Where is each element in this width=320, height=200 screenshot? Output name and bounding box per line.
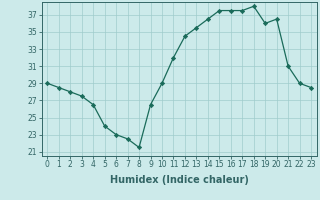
X-axis label: Humidex (Indice chaleur): Humidex (Indice chaleur): [110, 175, 249, 185]
